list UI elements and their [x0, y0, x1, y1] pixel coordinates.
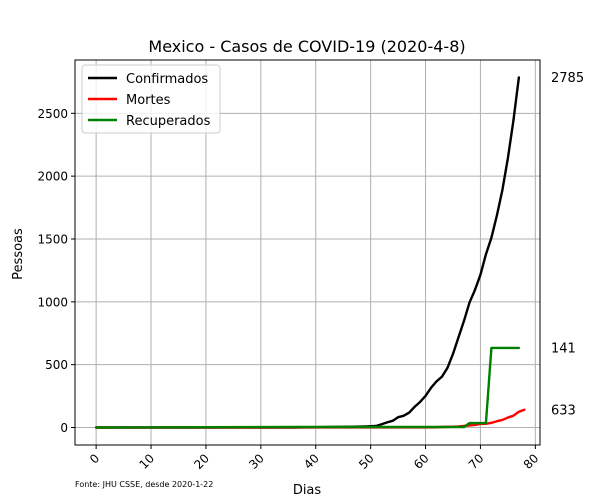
y-tick-label: 500	[45, 358, 68, 372]
legend-label-recuperados: Recuperados	[126, 114, 211, 129]
legend-label-mortes: Mortes	[126, 93, 171, 108]
series-lines	[94, 76, 526, 429]
y-tick-label: 2500	[37, 107, 68, 121]
legend-box	[81, 64, 221, 134]
y-axis-label: Pessoas	[11, 228, 26, 280]
end-value-labels: 2785 633 141	[551, 71, 584, 418]
y-tick-label: 2000	[37, 170, 68, 184]
y-tick-label: 1000	[37, 295, 68, 309]
end-label-mortes: 633	[551, 403, 576, 418]
legend: Confirmados Mortes Recuperados	[81, 64, 221, 134]
legend-label-confirmados: Confirmados	[126, 72, 208, 87]
end-label-recuperados: 141	[551, 341, 576, 356]
chart-title: Mexico - Casos de COVID-19 (2020-4-8)	[148, 37, 465, 56]
x-axis-label: Dias	[293, 483, 322, 498]
series-line-recuperados	[94, 346, 521, 429]
end-label-confirmados: 2785	[551, 71, 584, 86]
source-note: Fonte: JHU CSSE, desde 2020-1-22	[75, 480, 213, 489]
y-tick-label: 1500	[37, 232, 68, 246]
y-tick-label: 0	[60, 421, 68, 435]
plot-frame	[74, 59, 541, 446]
